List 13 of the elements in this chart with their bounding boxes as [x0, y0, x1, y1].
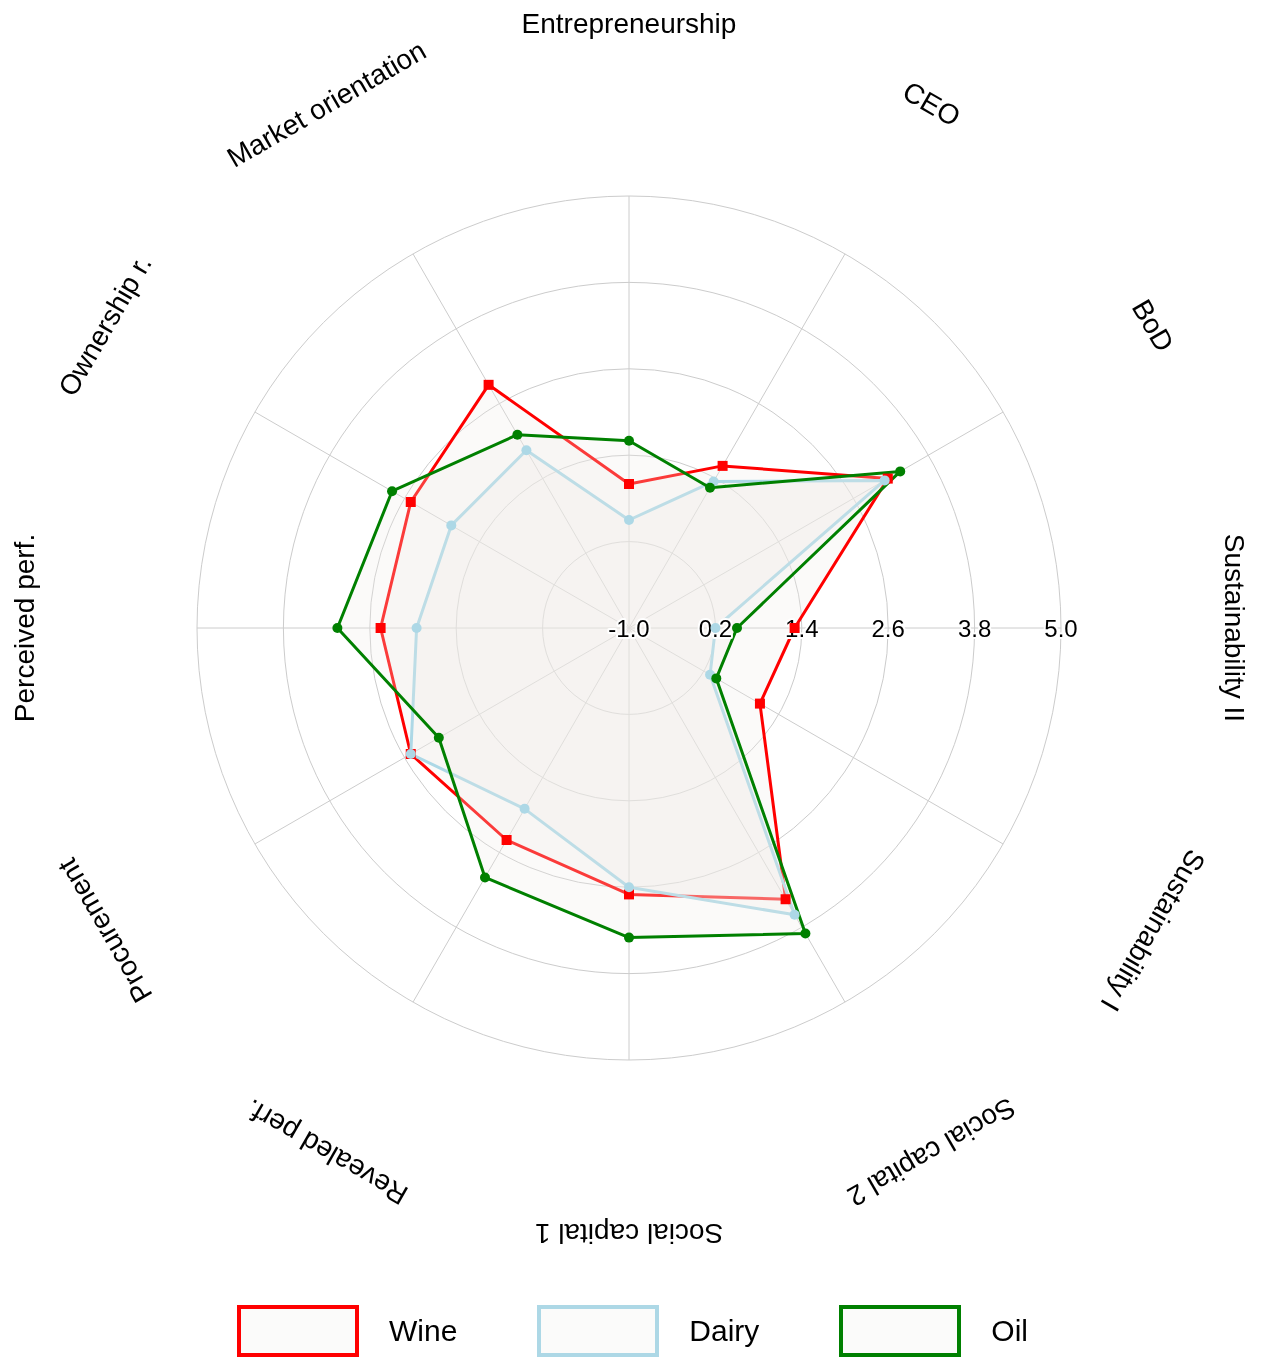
- legend-label: Wine: [388, 1314, 458, 1348]
- y-tick-label: 0.2: [698, 614, 733, 642]
- y-tick-label: -1.0: [608, 614, 650, 642]
- y-tick-label: 3.8: [957, 614, 992, 642]
- y-tick-label: 5.0: [1044, 614, 1078, 642]
- legend-label: Oil: [991, 1314, 1029, 1348]
- spoke-label: Entrepreneurship: [521, 7, 737, 39]
- y-tick-label: 2.6: [871, 614, 905, 642]
- spoke-label: Sustainability II: [1218, 533, 1250, 723]
- spoke-label: Perceived perf.: [8, 533, 40, 723]
- spoke-label: Social capital 1: [534, 1217, 724, 1249]
- spoke-label: CEO: [897, 75, 966, 133]
- legend-label: Dairy: [689, 1314, 760, 1348]
